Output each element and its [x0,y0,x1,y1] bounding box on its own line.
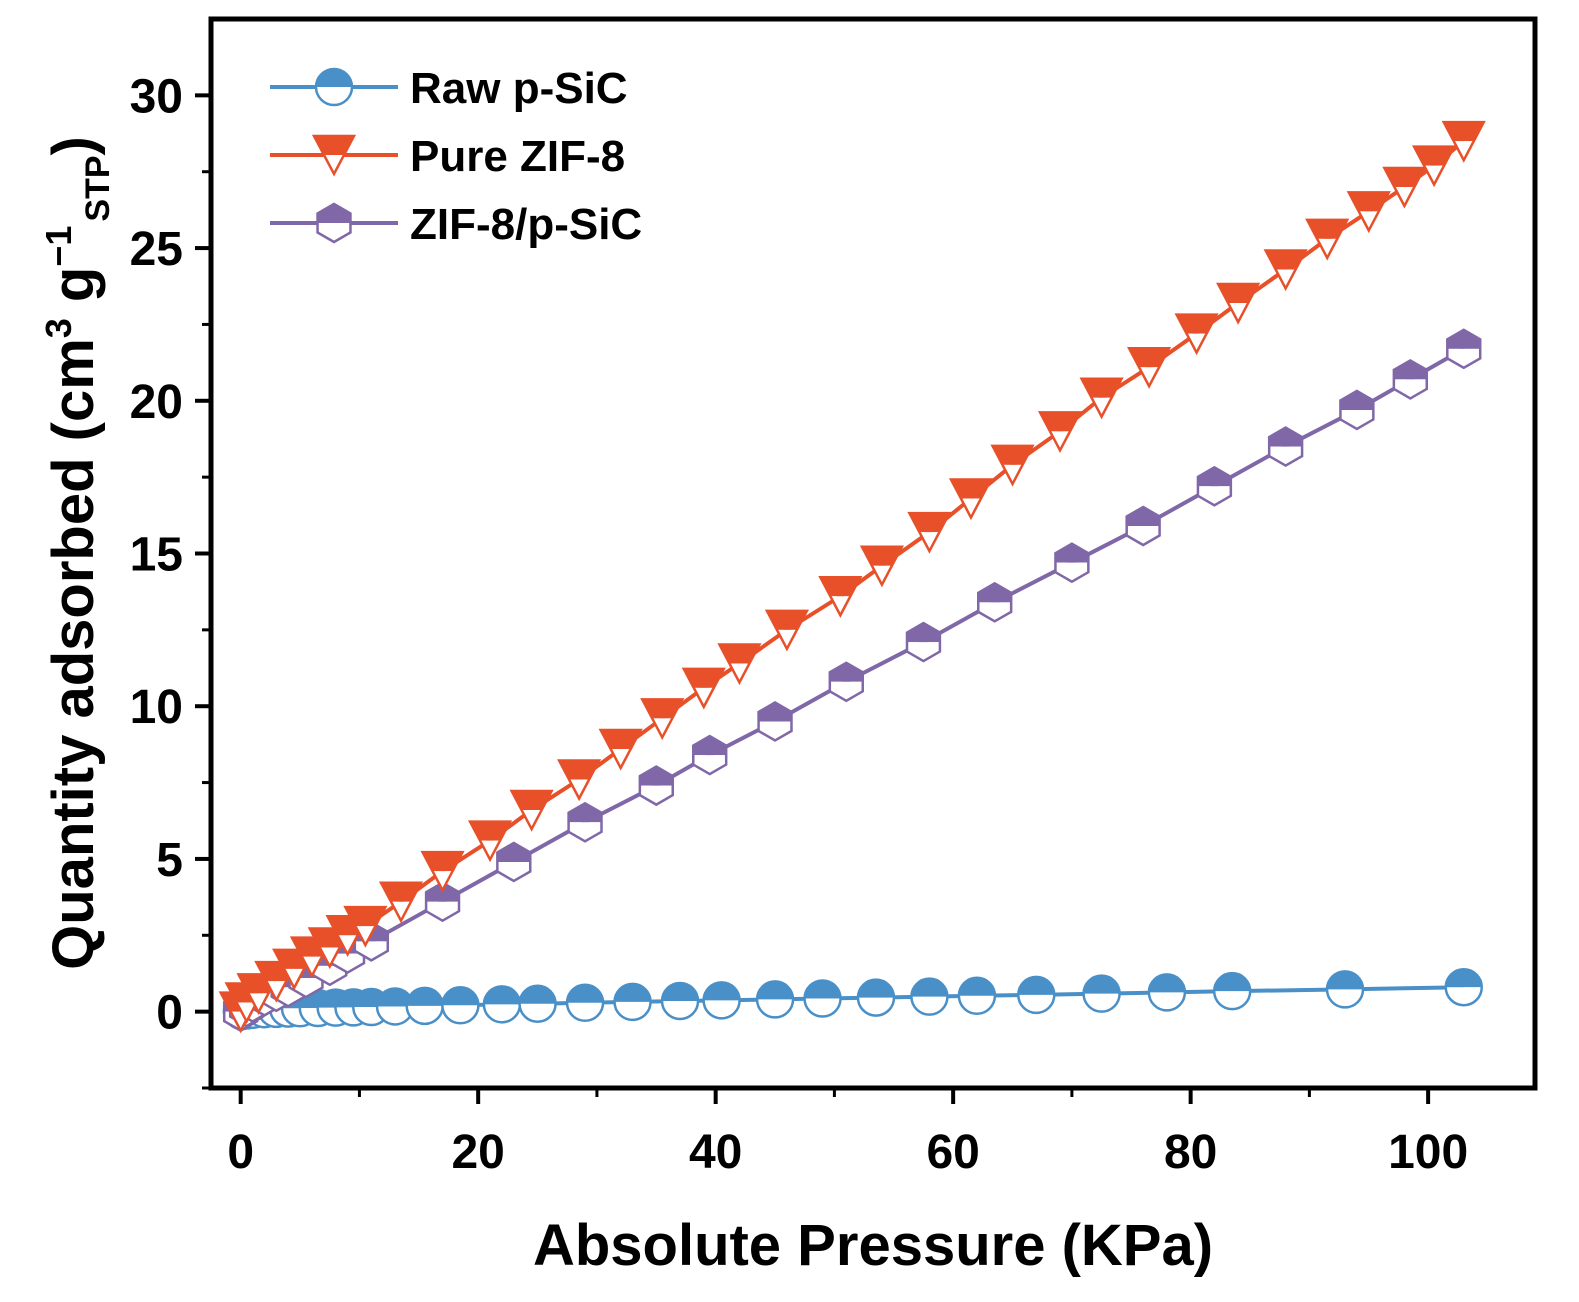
data-point-pure-zif-8 [1127,346,1172,389]
data-point-raw-p-sic [613,982,652,1022]
legend: Raw p-SiC Pure ZIF-8 ZIF-8/p-SiC [270,64,642,249]
data-point-pure-zif-8 [378,881,424,924]
data-point-zif-8-p-sic [1446,328,1482,370]
data-point-raw-p-sic [660,981,700,1021]
y-axis-title-supneg: −1 [38,226,79,267]
x-tick-label: 100 [1388,1126,1468,1179]
data-point-pure-zif-8 [640,698,685,741]
data-point-zif-8-p-sic [1392,358,1429,400]
series-pure-zif-8 [218,120,1486,1034]
data-point-raw-p-sic [1325,970,1365,1009]
data-point-pure-zif-8 [990,444,1035,487]
y-tick-label: 15 [130,529,183,582]
data-point-pure-zif-8 [1037,411,1083,454]
series-zif-8-p-sic [222,328,1482,1033]
legend-marker-zif-8-p-sic [316,202,352,244]
x-axis-title: Absolute Pressure (KPa) [533,1213,1213,1278]
y-axis-title: Quantity adsorbed (cm3 g−1STP) [38,136,117,970]
data-point-pure-zif-8 [859,545,904,588]
data-point-zif-8-p-sic [757,701,793,742]
data-point-raw-p-sic [405,986,444,1026]
y-tick-label: 20 [130,376,183,429]
x-tick-label: 40 [689,1126,742,1179]
data-point-pure-zif-8 [1216,282,1261,325]
data-point-pure-zif-8 [598,728,643,771]
data-point-zif-8-p-sic [1339,389,1375,431]
data-point-zif-8-p-sic [692,734,728,776]
data-point-pure-zif-8 [1305,218,1350,261]
data-point-zif-8-p-sic [1125,505,1161,547]
data-point-raw-p-sic [518,984,557,1023]
data-point-pure-zif-8 [557,759,602,802]
legend-label-zif-8-p-sic: ZIF-8/p-SiC [410,200,642,249]
data-point-pure-zif-8 [343,905,388,948]
data-point-pure-zif-8 [1263,249,1308,292]
data-point-raw-p-sic [702,981,741,1020]
data-point-pure-zif-8 [681,667,726,710]
legend-label-pure-zif-8: Pure ZIF-8 [410,132,625,181]
data-point-raw-p-sic [1147,973,1187,1012]
data-point-zif-8-p-sic [638,765,674,807]
x-axis: 0 20 40 60 80 100 [227,1088,1468,1179]
y-tick-label: 10 [130,681,183,734]
y-axis-title-main: Quantity adsorbed (cm [41,338,106,970]
data-point-zif-8-p-sic [905,621,942,663]
legend-marker-pure-zif-8 [311,134,357,177]
data-point-zif-8-p-sic [1196,465,1233,507]
data-point-raw-p-sic [441,985,480,1025]
data-point-raw-p-sic [957,976,997,1016]
x-tick-label: 60 [926,1126,979,1179]
data-point-pure-zif-8 [1079,377,1124,420]
data-point-pure-zif-8 [509,789,554,832]
data-point-raw-p-sic [482,985,522,1024]
data-point-zif-8-p-sic [977,581,1013,623]
data-point-raw-p-sic [565,983,605,1023]
y-axis-title-sub: STP [79,155,117,221]
x-tick-label: 20 [451,1126,504,1179]
y-axis-title-sup3: 3 [38,318,79,338]
data-point-zif-8-p-sic [567,801,603,843]
data-point-pure-zif-8 [764,609,809,652]
data-point-pure-zif-8 [420,850,465,893]
data-point-raw-p-sic [1444,967,1484,1007]
data-point-zif-8-p-sic [1054,542,1090,584]
series-layer [218,120,1486,1034]
y-axis: 0 5 10 15 20 25 30 [130,70,211,1090]
data-point-pure-zif-8 [467,820,513,863]
x-tick-label: 80 [1164,1126,1217,1179]
y-axis-title-close: ) [41,136,106,155]
series-raw-p-sic [222,967,1484,1031]
data-point-zif-8-p-sic [828,661,864,703]
data-point-pure-zif-8 [1441,120,1486,163]
data-point-pure-zif-8 [1411,145,1457,188]
data-point-pure-zif-8 [948,478,994,521]
data-point-pure-zif-8 [717,643,762,686]
data-point-raw-p-sic [1017,975,1056,1015]
y-tick-label: 25 [130,223,183,276]
data-point-raw-p-sic [856,978,896,1017]
data-point-pure-zif-8 [818,576,863,618]
data-point-pure-zif-8 [1174,313,1219,356]
data-point-pure-zif-8 [907,511,952,554]
x-tick-label: 0 [227,1126,254,1179]
data-point-raw-p-sic [1082,974,1121,1013]
legend-label-raw-p-sic: Raw p-SiC [410,64,628,113]
y-tick-label: 30 [130,70,183,123]
data-point-zif-8-p-sic [496,841,532,883]
data-point-raw-p-sic [1212,971,1252,1011]
data-point-pure-zif-8 [1382,166,1427,209]
y-axis-title-mid: g [41,267,106,319]
data-point-raw-p-sic [803,979,842,1018]
data-point-raw-p-sic [755,980,795,1019]
y-tick-label: 5 [156,834,183,887]
y-tick-label: 0 [156,987,183,1040]
data-point-pure-zif-8 [1346,191,1391,234]
data-point-raw-p-sic [910,977,949,1016]
data-point-zif-8-p-sic [1267,426,1304,468]
legend-marker-raw-p-sic [314,67,354,107]
